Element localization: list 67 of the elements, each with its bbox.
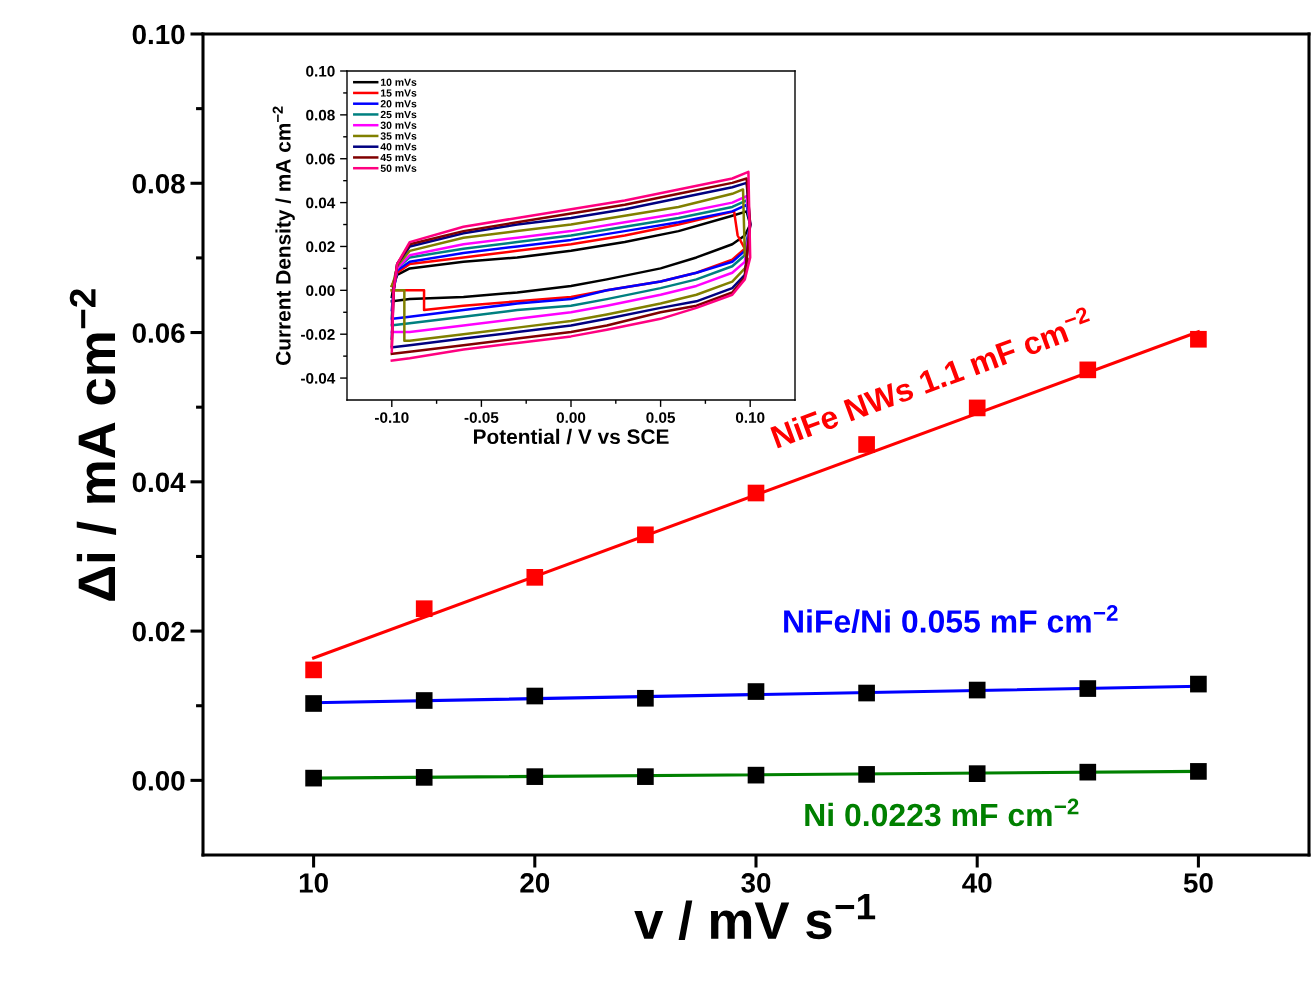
y-tick-label: 0.06 (132, 323, 185, 343)
point (1079, 680, 1097, 697)
x-tick-label: 0.05 (646, 412, 676, 423)
point (858, 766, 875, 783)
x-tick-label: 20 (520, 873, 550, 893)
legend-label: 45 mVs (380, 153, 417, 162)
x-tick-label: 40 (962, 873, 992, 893)
x-axis-title: Potential / V vs SCE (473, 428, 669, 445)
point (1190, 763, 1207, 780)
legend-label: 30 mVs (380, 121, 417, 129)
y-tick-label: 0.04 (306, 197, 336, 209)
legend-label: 40 mVs (380, 143, 417, 151)
x-tick-label: 50 (1183, 873, 1213, 893)
y-tick-label: 0.00 (306, 285, 335, 297)
point (968, 399, 986, 417)
point (415, 769, 433, 786)
legend-label: 25 mVs (380, 110, 417, 119)
legend-label: 10 mVs (380, 78, 417, 86)
series-label: Ni 0.0223 mF cm$^{−2}$ (805, 798, 1079, 827)
point (747, 766, 765, 784)
y-tick-label: 0.00 (132, 771, 185, 791)
point (858, 436, 875, 453)
series-label: NiFe/Ni 0.055 mF cm$^{−2}$ (784, 605, 1118, 634)
point (968, 765, 986, 782)
x-axis-title: v / mV s$^{−1}$ (634, 893, 876, 940)
y-tick-label: 0.02 (132, 621, 185, 642)
y-tick-label: 0.04 (132, 472, 186, 493)
legend-label: 15 mVs (380, 89, 417, 97)
legend-label: 20 mVs (380, 100, 417, 108)
point (415, 692, 433, 709)
point (1079, 361, 1097, 379)
x-tick-label: 0.00 (556, 412, 586, 423)
point (968, 681, 986, 699)
point (858, 684, 875, 702)
y-tick-label: 0.02 (306, 241, 335, 253)
point (305, 661, 322, 679)
x-tick-label: -0.05 (464, 412, 499, 423)
point (637, 689, 654, 707)
point (415, 600, 433, 618)
point (637, 768, 654, 785)
y-tick-label: 0.08 (132, 173, 185, 194)
x-tick-label: 10 (299, 873, 328, 893)
x-tick-label: 30 (741, 873, 771, 893)
point (1079, 763, 1097, 781)
text: NiFe NWs 1.1 mF cm$^{−2}$ (768, 306, 1095, 449)
point (526, 768, 544, 785)
point (305, 695, 322, 712)
y-axis-title: Current Density / mA cm$^{−2}$ (272, 106, 295, 365)
point (1190, 675, 1207, 693)
y-tick-label: 0.10 (132, 24, 185, 45)
point (526, 687, 544, 705)
x-tick-label: -0.10 (374, 412, 409, 423)
y-tick-label: 0.10 (306, 65, 335, 77)
x-tick-label: 0.10 (735, 412, 765, 423)
y-tick-label: 0.08 (306, 109, 335, 121)
legend-label: 35 mVs (380, 132, 417, 140)
point (747, 484, 765, 502)
point (1190, 330, 1207, 348)
y-tick-label: -0.04 (301, 372, 336, 384)
point (305, 769, 322, 787)
y-tick-label: -0.02 (301, 329, 335, 340)
point (637, 526, 654, 544)
y-tick-label: 0.06 (306, 153, 335, 165)
legend-label: 50 mVs (380, 164, 417, 172)
y-axis-title: Δi / mA cm$^{−2}$ (69, 289, 117, 601)
point (526, 569, 544, 586)
point (747, 683, 765, 700)
